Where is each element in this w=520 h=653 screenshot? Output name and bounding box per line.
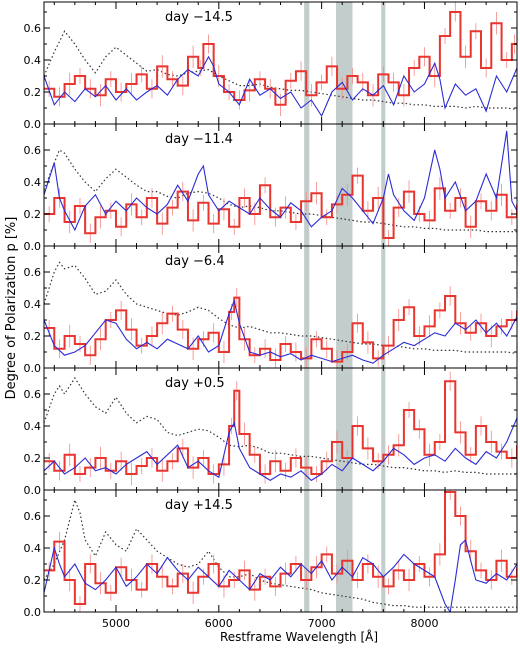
binned-polarization-line xyxy=(44,295,517,363)
y-tick-label: 0.4 xyxy=(24,176,42,189)
y-tick-label: 0.2 xyxy=(24,86,42,99)
flux-spectrum-line xyxy=(44,30,517,111)
telluric-band xyxy=(304,246,310,368)
y-axis-label: Degree of Polarization p [%] xyxy=(4,217,19,400)
y-tick-label: 0.0 xyxy=(24,484,42,497)
y-tick-label: 0.6 xyxy=(24,22,42,35)
smoothed-polarization-line xyxy=(44,538,517,612)
x-tick-label: 7000 xyxy=(308,617,336,630)
telluric-band xyxy=(304,2,310,124)
telluric-band xyxy=(304,368,310,490)
telluric-band xyxy=(381,2,386,124)
y-tick-label: 0.2 xyxy=(24,330,42,343)
x-tick-labels: 5000 6000 7000 8000 xyxy=(102,617,438,630)
binned-polarization-line xyxy=(44,380,517,475)
y-tick-label: 0.4 xyxy=(24,298,42,311)
panel-5: 0.0 0.2 0.4 0.6 day +14.5 xyxy=(24,489,518,619)
y-tick-label: 0.0 xyxy=(24,240,42,253)
telluric-band xyxy=(381,124,386,246)
telluric-band xyxy=(381,246,386,368)
y-tick-label: 0.4 xyxy=(24,420,42,433)
telluric-band xyxy=(336,246,353,368)
y-tick-label: 0.4 xyxy=(24,542,42,555)
smoothed-polarization-line xyxy=(44,298,517,364)
telluric-band xyxy=(381,490,386,612)
error-bars xyxy=(48,371,517,486)
smoothed-polarization-line xyxy=(44,55,517,118)
flux-spectrum-line xyxy=(44,149,517,233)
panel-content xyxy=(44,246,517,368)
flux-spectrum-line xyxy=(44,261,517,355)
panel-frame xyxy=(43,123,518,247)
binned-polarization-line xyxy=(44,174,517,239)
telluric-band xyxy=(336,2,353,124)
y-tick-label: 0.0 xyxy=(24,362,42,375)
telluric-band xyxy=(336,124,353,246)
smoothed-polarization-line xyxy=(44,130,517,232)
y-tick-label: 0.4 xyxy=(24,54,42,67)
y-tick-label: 0.6 xyxy=(24,388,42,401)
telluric-band xyxy=(336,368,353,490)
smoothed-polarization-line xyxy=(44,417,517,482)
panel-1: 0.0 0.2 0.4 0.6 day −14.5 xyxy=(24,1,518,131)
binned-polarization-line xyxy=(44,491,517,605)
y-tick-label: 0.6 xyxy=(24,144,42,157)
panel-day-label: day −6.4 xyxy=(165,254,225,269)
panel-content xyxy=(44,2,517,124)
panel-day-label: day −14.5 xyxy=(165,10,233,25)
error-bars xyxy=(48,490,517,612)
x-tick-label: 8000 xyxy=(410,617,438,630)
error-bars xyxy=(48,2,515,116)
flux-spectrum-line xyxy=(44,376,517,475)
y-tick-label: 0.2 xyxy=(24,574,42,587)
flux-spectrum-line xyxy=(44,498,517,608)
telluric-band xyxy=(304,490,310,612)
y-tick-label: 0.0 xyxy=(24,606,42,619)
x-axis-label: Restframe Wavelength [Å] xyxy=(220,629,378,644)
x-tick-label: 6000 xyxy=(205,617,233,630)
panel-2: 0.0 0.2 0.4 0.6 day −11.4 xyxy=(24,123,518,253)
binned-polarization-line xyxy=(44,11,517,106)
y-tick-label: 0.6 xyxy=(24,266,42,279)
x-tick-label: 5000 xyxy=(102,617,130,630)
telluric-band xyxy=(381,368,386,490)
y-tick-label: 0.0 xyxy=(24,118,42,131)
panel-4: 0.0 0.2 0.4 0.6 day +0.5 xyxy=(24,367,518,497)
telluric-band xyxy=(336,490,353,612)
panel-content xyxy=(44,368,517,490)
telluric-band xyxy=(304,124,310,246)
panels-group: 0.0 0.2 0.4 0.6 day −14.5 0.0 0.2 0.4 0.6 day −11… xyxy=(24,1,518,619)
panel-day-label: day +0.5 xyxy=(165,376,225,391)
y-tick-label: 0.6 xyxy=(24,510,42,523)
panel-day-label: day −11.4 xyxy=(165,132,233,147)
panel-content xyxy=(44,490,517,612)
panel-content xyxy=(44,124,517,246)
panel-3: 0.0 0.2 0.4 0.6 day −6.4 xyxy=(24,245,518,375)
y-tick-label: 0.2 xyxy=(24,208,42,221)
y-tick-label: 0.2 xyxy=(24,452,42,465)
panel-day-label: day +14.5 xyxy=(165,498,233,513)
